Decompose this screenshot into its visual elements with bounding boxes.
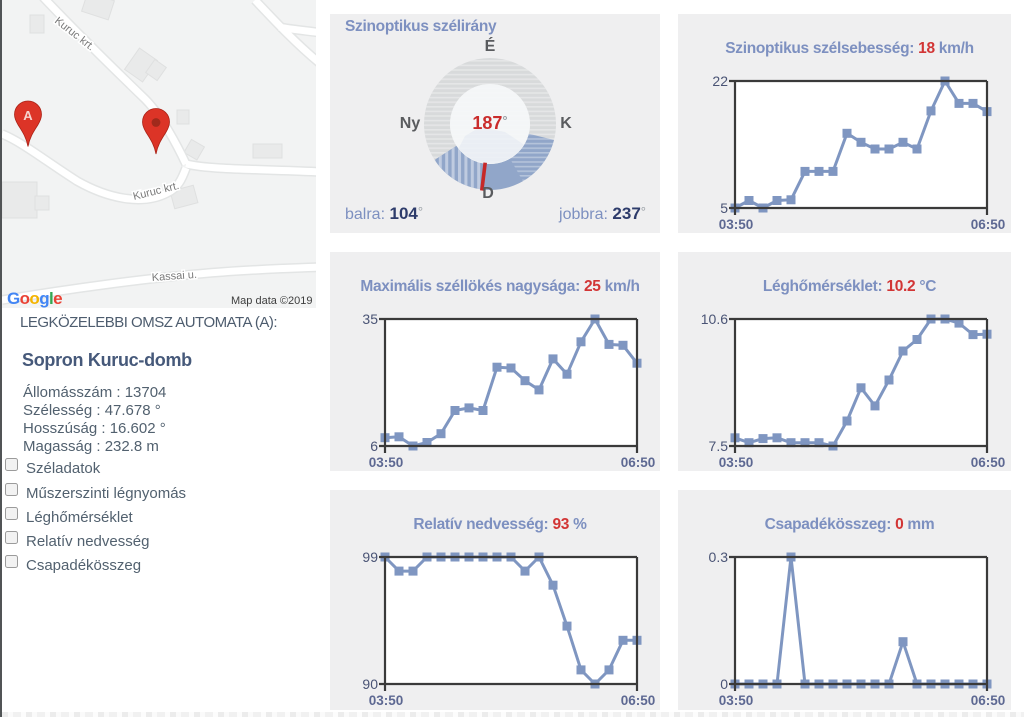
svg-text:Kassai u.: Kassai u. (151, 269, 197, 284)
svg-text:A: A (23, 108, 33, 123)
